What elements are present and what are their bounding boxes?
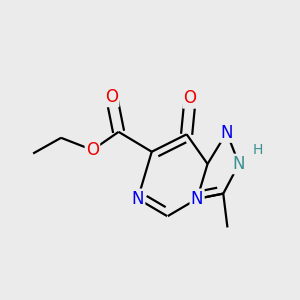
Text: H: H: [253, 143, 263, 157]
Text: O: O: [184, 89, 196, 107]
Text: N: N: [233, 155, 245, 173]
Text: O: O: [105, 88, 118, 106]
Text: N: N: [131, 190, 144, 208]
Text: N: N: [191, 190, 203, 208]
Text: O: O: [86, 141, 99, 159]
Text: N: N: [220, 124, 233, 142]
Text: C: C: [167, 216, 168, 217]
